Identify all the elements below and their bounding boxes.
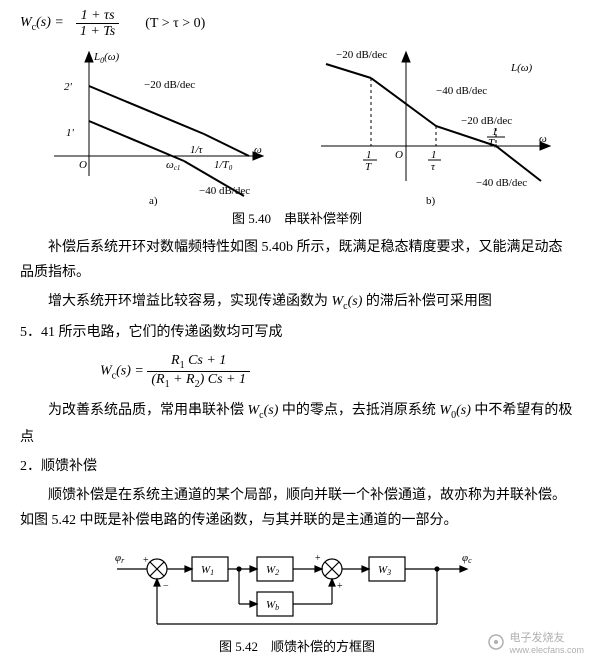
bode-a-slope2: −40 dB/dec <box>199 185 250 197</box>
para-4b: 中的零点，去抵消原系统 <box>282 403 436 418</box>
inline-w0: W0(s) <box>439 403 470 418</box>
block-out: φc <box>462 552 472 565</box>
top-formula: Wc(s) = 1 + τs 1 + Ts (T > τ > 0) <box>20 8 574 40</box>
equation-wc: Wc(s) = R1 Cs + 1 (R1 + R2) Cs + 1 <box>20 353 574 390</box>
eq-wc-den: (R1 + R2) Cs + 1 <box>147 372 250 390</box>
bode-b-s2: −40 dB/dec <box>436 85 487 97</box>
bode-b-origin: O <box>395 149 403 161</box>
bode-a-wc1: ωc1 <box>166 159 180 172</box>
watermark-text: 电子发烧友 <box>509 629 584 645</box>
block-diagram-542: φr φc W1 W2 W3 Wb + − + + <box>20 539 574 634</box>
svg-text:+: + <box>315 553 321 564</box>
caption-540: 图 5.40 串联补偿举例 <box>20 208 574 227</box>
para-5: 顺馈补偿是在系统主通道的某个局部，顺向并联一个补偿通道，故亦称为并联补偿。如图 … <box>20 483 574 533</box>
para-2b: 的滞后补偿可采用图 <box>366 294 492 309</box>
bode-b-s3: −20 dB/dec <box>461 115 512 127</box>
inline-wc: Wc(s) <box>332 294 363 309</box>
wc-lhs: Wc(s) = <box>20 15 64 33</box>
bode-a-origin: O <box>79 159 87 171</box>
watermark-icon <box>487 633 505 651</box>
block-w1: W1 <box>201 564 214 577</box>
para-4: 为改善系统品质，常用串联补偿 Wc(s) 中的零点，去抵消原系统 W0(s) 中… <box>20 398 574 450</box>
svg-text:T: T <box>365 161 372 173</box>
bode-diagrams: L0(ω) 2' 1' −20 dB/dec −40 dB/dec O ωc1 … <box>20 46 574 206</box>
watermark: 电子发烧友 www.elecfans.com <box>487 629 584 655</box>
block-w2: W2 <box>266 564 279 577</box>
svg-text:+: + <box>337 581 343 592</box>
bode-a-curve1: 1' <box>66 127 75 139</box>
block-wb: Wb <box>266 599 279 612</box>
wc-fraction: 1 + τs 1 + Ts <box>76 8 119 40</box>
bode-a-sub: a) <box>149 195 158 206</box>
para-1: 补偿后系统开环对数幅频特性如图 5.40b 所示，既满足稳态精度要求，又能满足动… <box>20 235 574 285</box>
bode-a-curve2: 2' <box>64 81 73 93</box>
para-3: 5．41 所示电路，它们的传递函数均可写成 <box>20 320 574 345</box>
wc-den: 1 + Ts <box>76 24 119 39</box>
wc-num: 1 + τs <box>76 8 119 24</box>
bode-b-1tau: 1 <box>431 149 437 161</box>
bode-plot-b: −20 dB/dec −40 dB/dec −20 dB/dec −40 dB/… <box>301 46 561 206</box>
block-w3: W3 <box>378 564 391 577</box>
inline-wc2: Wc(s) <box>248 403 279 418</box>
svg-text:−: − <box>163 581 169 592</box>
bode-b-s1: −20 dB/dec <box>336 49 387 61</box>
bode-b-s4: −40 dB/dec <box>476 177 527 189</box>
bode-b-xaxis: ω <box>539 133 547 145</box>
bode-a-xaxis: ω <box>254 144 262 156</box>
eq-wc-num: R1 Cs + 1 <box>147 353 250 372</box>
bode-b-ylabel: L(ω) <box>510 62 533 74</box>
bode-b-sub: b) <box>426 195 436 206</box>
bode-b-1T: 1 <box>366 149 372 161</box>
watermark-url: www.elecfans.com <box>509 645 584 655</box>
bode-a-1T0: 1/T0 <box>214 159 233 172</box>
block-in: φr <box>115 552 125 565</box>
wc-cond: (T > τ > 0) <box>145 16 205 32</box>
bode-a-1tau: 1/τ <box>190 144 204 156</box>
para-2: 增大系统开环增益比较容易，实现传递函数为 Wc(s) 的滞后补偿可采用图 <box>20 289 574 316</box>
heading-2: 2．顺馈补偿 <box>20 454 574 479</box>
svg-text:τ: τ <box>431 161 436 173</box>
svg-text:T0: T0 <box>488 137 497 150</box>
para-4a: 为改善系统品质，常用串联补偿 <box>48 403 244 418</box>
para-2a: 增大系统开环增益比较容易，实现传递函数为 <box>48 294 328 309</box>
bode-a-ylabel: L0(ω) <box>93 51 120 65</box>
svg-text:+: + <box>143 555 149 566</box>
bode-a-slope1: −20 dB/dec <box>144 79 195 91</box>
bode-plot-a: L0(ω) 2' 1' −20 dB/dec −40 dB/dec O ωc1 … <box>34 46 274 206</box>
